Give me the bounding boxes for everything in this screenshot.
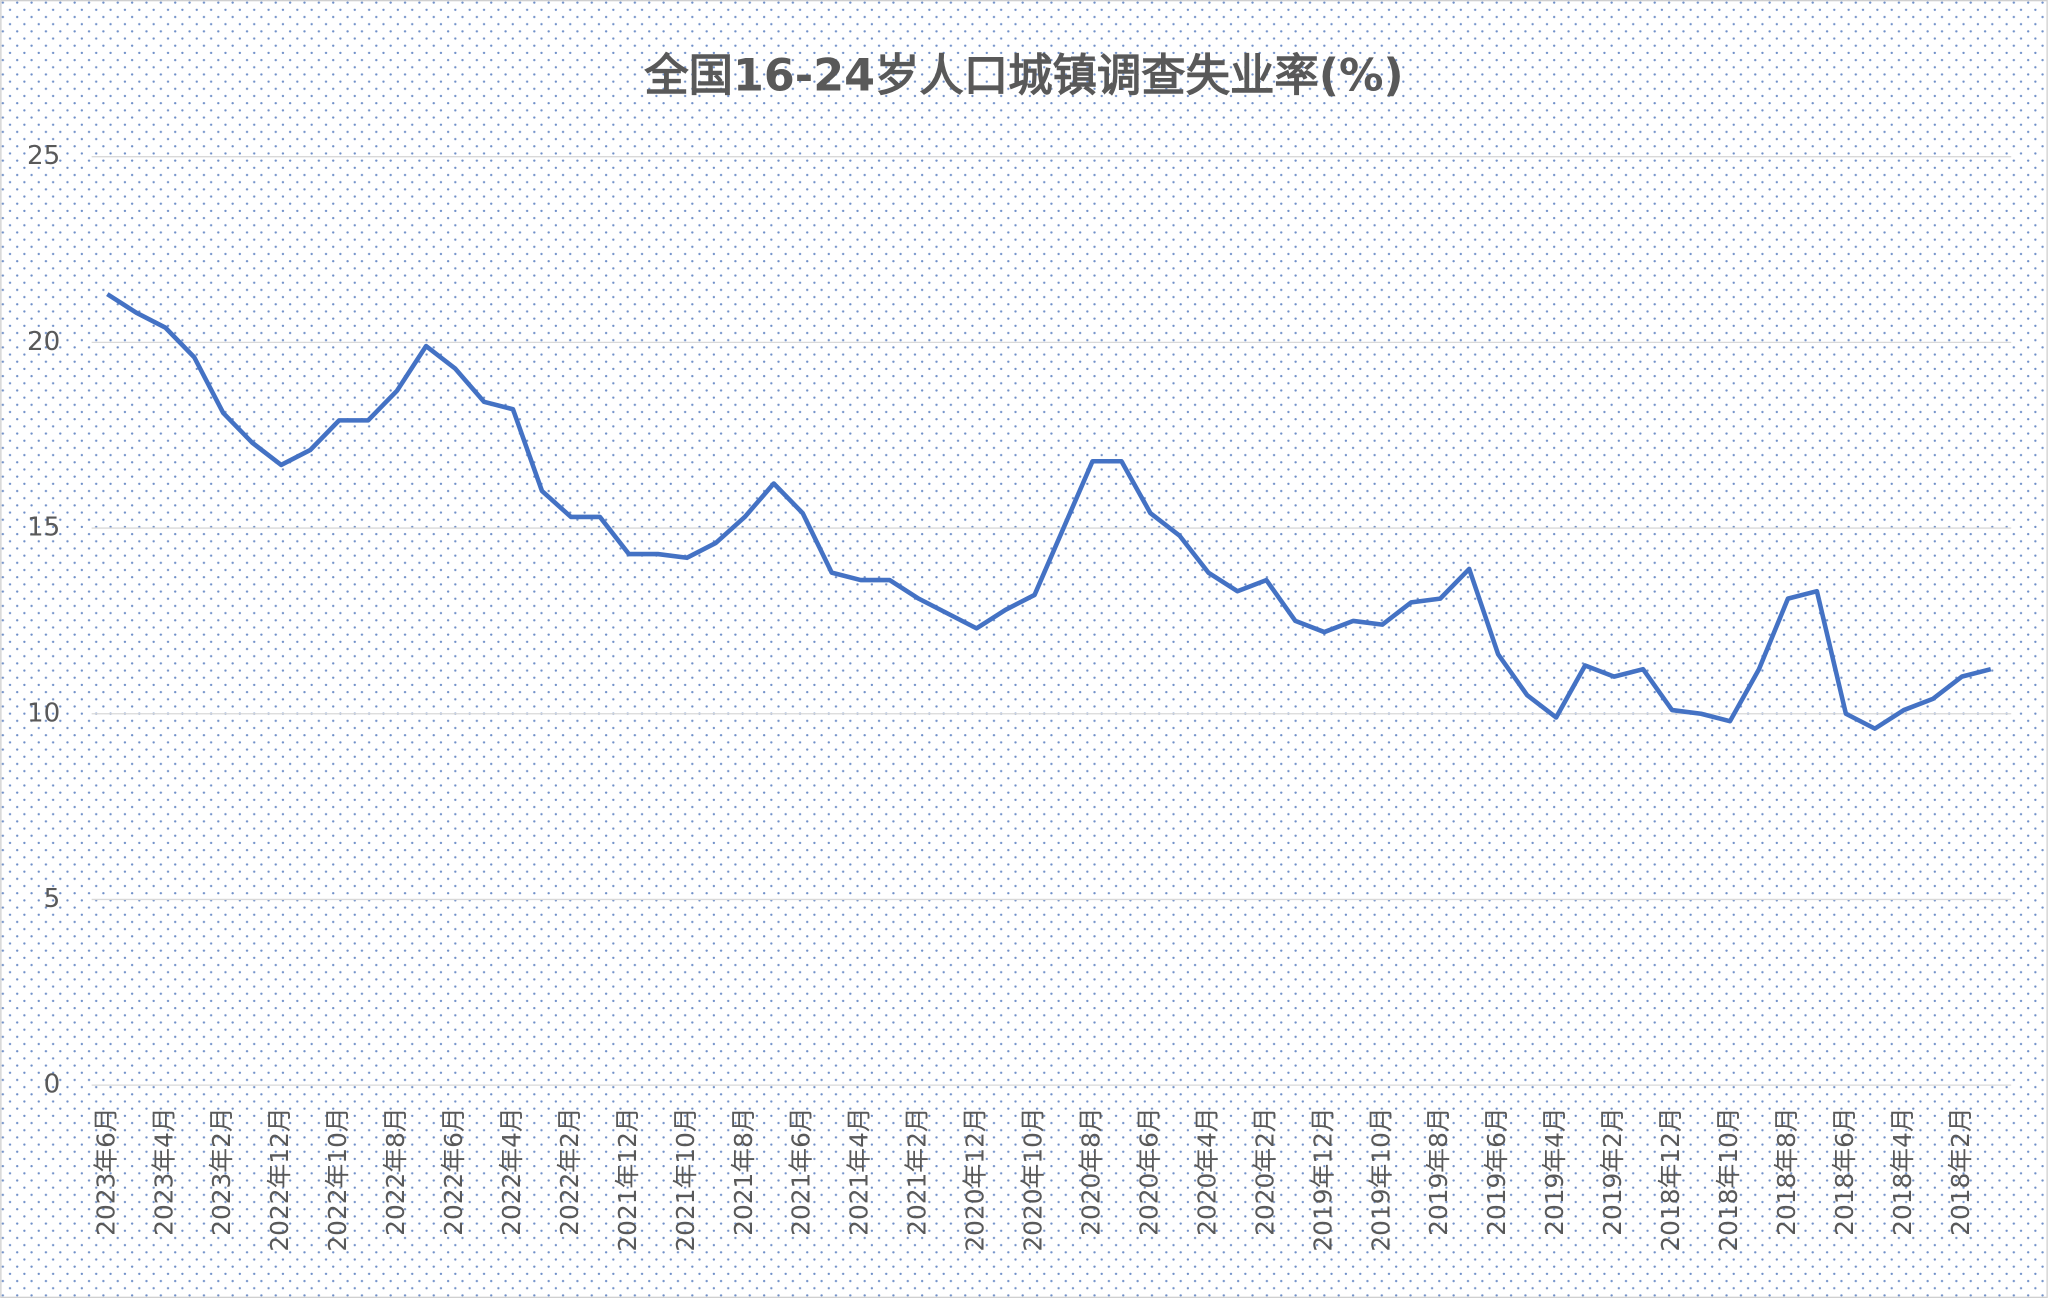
x-tick-label: 2023年4月: [149, 1107, 178, 1235]
x-tick-label: 2019年10月: [1366, 1107, 1395, 1251]
chart-title: 全国16-24岁人口城镇调查失业率(%): [643, 50, 1403, 101]
y-tick-label: 15: [27, 513, 60, 543]
x-tick-label: 2019年4月: [1540, 1107, 1569, 1235]
x-tick-label: 2018年10月: [1714, 1107, 1743, 1251]
x-tick-label: 2020年10月: [1019, 1107, 1048, 1251]
x-tick-label: 2020年12月: [961, 1107, 990, 1251]
x-tick-label: 2020年8月: [1077, 1107, 1106, 1235]
x-tick-label: 2022年2月: [555, 1107, 584, 1235]
x-tick-label: 2023年2月: [207, 1107, 236, 1235]
x-tick-label: 2020年6月: [1134, 1107, 1163, 1235]
x-tick-label: 2018年8月: [1772, 1107, 1801, 1235]
x-tick-label: 2019年2月: [1598, 1107, 1627, 1235]
x-tick-label: 2021年2月: [903, 1107, 932, 1235]
y-tick-label: 5: [44, 884, 61, 914]
y-tick-label: 10: [27, 698, 60, 728]
line: [106, 292, 1992, 731]
y-tick-label: 0: [44, 1070, 61, 1100]
x-tick-label: 2022年10月: [323, 1107, 352, 1251]
x-tick-label: 2019年6月: [1482, 1107, 1511, 1235]
x-tick-label: 2022年6月: [439, 1107, 468, 1235]
x-tick-label: 2022年4月: [497, 1107, 526, 1235]
x-tick-label: 2018年2月: [1946, 1107, 1975, 1235]
x-tick-label: 2021年12月: [613, 1107, 642, 1251]
x-tick-label: 2019年12月: [1308, 1107, 1337, 1251]
x-tick-label: 2021年8月: [729, 1107, 758, 1235]
x-tick-label: 2018年12月: [1656, 1107, 1685, 1251]
x-tick-label: 2023年6月: [91, 1107, 120, 1235]
x-tick-label: 2021年10月: [671, 1107, 700, 1251]
y-tick-label: 20: [27, 327, 60, 357]
x-tick-label: 2018年4月: [1888, 1107, 1917, 1235]
x-tick-label: 2021年4月: [845, 1107, 874, 1235]
x-tick-label: 2019年8月: [1424, 1107, 1453, 1235]
x-tick-label: 2022年8月: [381, 1107, 410, 1235]
x-tick-label: 2022年12月: [265, 1107, 294, 1251]
x-tick-label: 2018年6月: [1830, 1107, 1859, 1235]
x-tick-label: 2021年6月: [787, 1107, 816, 1235]
x-tick-label: 2020年2月: [1250, 1107, 1279, 1235]
y-tick-label: 25: [27, 141, 60, 171]
x-tick-label: 2020年4月: [1192, 1107, 1221, 1235]
